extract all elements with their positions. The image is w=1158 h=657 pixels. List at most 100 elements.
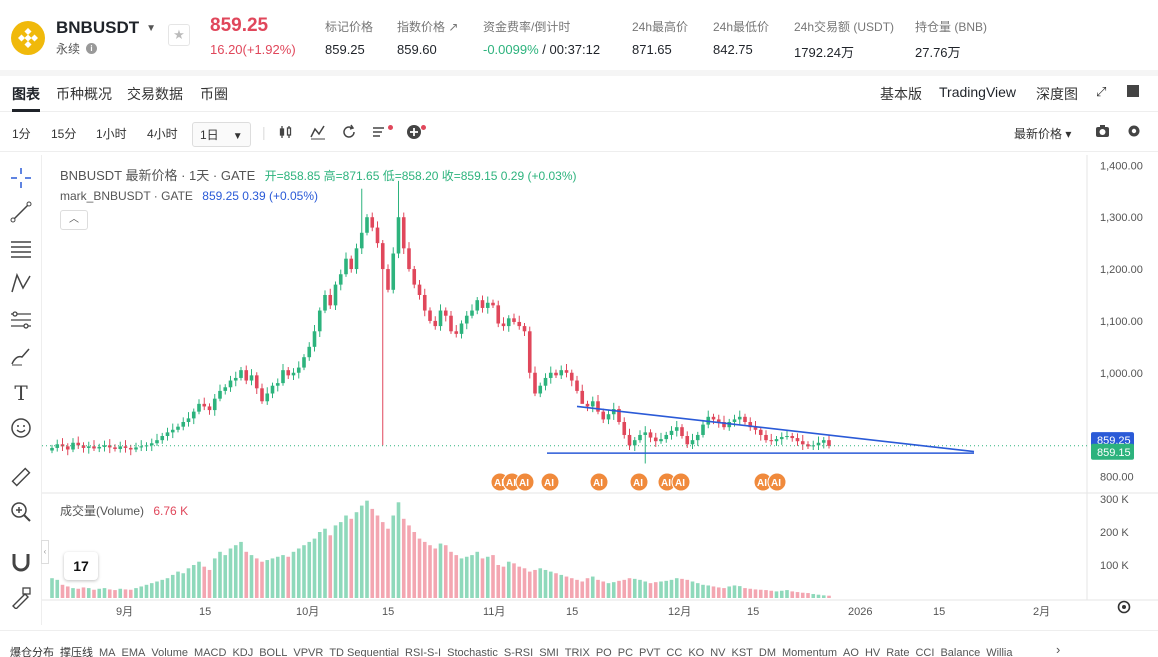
indicator-item[interactable]: Stochastic: [447, 647, 498, 657]
tradingview-logo-icon[interactable]: 17: [64, 552, 98, 580]
emoji-icon[interactable]: [9, 417, 33, 441]
horizontal-lines-icon[interactable]: [9, 237, 33, 261]
indicator-item[interactable]: KDJ: [232, 647, 254, 657]
expand-icon[interactable]: ⤢: [1096, 84, 1107, 99]
refresh-icon[interactable]: [341, 124, 357, 143]
candle: [291, 372, 296, 376]
indicator-item[interactable]: MACD: [194, 647, 227, 657]
timeframe-1h[interactable]: 1小时: [96, 127, 127, 141]
indicator-item[interactable]: S-RSI: [503, 647, 534, 657]
stat-label: 资金费率/倒计时: [483, 20, 571, 34]
templates-icon[interactable]: [372, 124, 388, 143]
tab-tradingview[interactable]: TradingView: [939, 84, 1017, 100]
candle: [391, 253, 396, 290]
indicator-item[interactable]: BOLL: [259, 647, 288, 657]
indicator-item[interactable]: EMA: [121, 647, 146, 657]
candle-style-icon[interactable]: [278, 124, 294, 143]
text-tool-icon[interactable]: T: [14, 381, 28, 405]
indicator-item[interactable]: DM: [758, 647, 777, 657]
indicator-item[interactable]: 撑压线: [60, 647, 93, 657]
stat-index-price[interactable]: 指数价格 ↗ 859.60: [397, 18, 458, 57]
tab-crypto-circle[interactable]: 币圈: [200, 86, 228, 102]
timeframe-1m[interactable]: 1分: [12, 127, 31, 141]
indicator-item[interactable]: Willia: [986, 647, 1013, 657]
indicator-item[interactable]: AO: [843, 647, 859, 657]
fullscreen-icon[interactable]: [1127, 85, 1139, 97]
indicator-item[interactable]: PC: [617, 647, 634, 657]
candle: [344, 258, 348, 275]
brush-icon[interactable]: [9, 345, 33, 369]
candle: [123, 446, 128, 448]
candle: [207, 406, 212, 411]
indicator-item[interactable]: Momentum: [782, 647, 838, 657]
indicator-item[interactable]: Rate: [886, 647, 910, 657]
crosshair-icon[interactable]: [9, 167, 33, 191]
candle: [459, 323, 464, 334]
indicator-item[interactable]: PO: [595, 647, 612, 657]
favorite-star-icon[interactable]: ★: [168, 24, 190, 46]
volume-bar: [260, 561, 264, 598]
collapse-legend-icon[interactable]: ︿: [60, 210, 88, 230]
info-icon[interactable]: i: [86, 43, 98, 54]
indicator-item[interactable]: RSI-S-I: [405, 647, 442, 657]
tab-trading-data[interactable]: 交易数据: [127, 86, 183, 102]
indicator-item[interactable]: TRIX: [564, 647, 590, 657]
indicator-item[interactable]: PVT: [639, 647, 661, 657]
candle: [202, 403, 207, 407]
settings-gear-icon[interactable]: [1127, 124, 1141, 141]
lock-drawings-icon[interactable]: [9, 587, 33, 611]
tab-basic[interactable]: 基本版: [880, 86, 922, 102]
symbol-selector[interactable]: BNBUSDT ▼: [56, 18, 156, 38]
indicator-item[interactable]: CC: [666, 647, 683, 657]
candle: [401, 217, 406, 249]
volume-bar: [580, 581, 585, 598]
camera-icon[interactable]: [1095, 124, 1110, 141]
price-chart[interactable]: 1,400.00 1,300.00 1,200.00 1,100.00 1,000.00…: [42, 155, 1158, 625]
trend-line-icon[interactable]: [9, 201, 33, 225]
pane-collapse-icon[interactable]: ‹: [41, 540, 49, 564]
timeframe-1d[interactable]: 1日 ▼: [192, 122, 251, 147]
scale-settings-icon[interactable]: [1117, 600, 1131, 617]
candle: [690, 440, 695, 445]
tab-coin-overview[interactable]: 币种概况: [56, 86, 112, 102]
candle: [338, 274, 343, 285]
indicator-item[interactable]: KO: [688, 647, 705, 657]
y-tick-label: 1,300.00: [1100, 212, 1143, 224]
candle: [821, 440, 826, 443]
indicator-item[interactable]: TD Sequential: [329, 647, 400, 657]
fib-tool-icon[interactable]: [9, 309, 33, 333]
indicator-item[interactable]: Volume: [151, 647, 189, 657]
indicator-item[interactable]: KST: [731, 647, 753, 657]
stat-24h-turnover: 24h交易额 (USDT) 1792.24万: [794, 18, 894, 61]
magnet-icon[interactable]: [9, 551, 33, 575]
candle: [155, 440, 159, 444]
add-indicator-icon[interactable]: [406, 124, 422, 143]
indicators-icon[interactable]: [310, 124, 326, 143]
chevron-right-icon[interactable]: ›: [1056, 642, 1061, 657]
candle: [454, 331, 459, 334]
tab-chart[interactable]: 图表: [12, 86, 40, 112]
indicator-item[interactable]: HV: [864, 647, 881, 657]
volume-bar: [212, 558, 217, 598]
indicator-item[interactable]: SMI: [539, 647, 559, 657]
volume-bar: [653, 582, 658, 598]
ruler-icon[interactable]: [9, 466, 33, 490]
indicator-item[interactable]: 爆仓分布: [10, 647, 54, 657]
tab-depth[interactable]: 深度图: [1036, 86, 1078, 102]
volume-bar: [569, 578, 574, 598]
pattern-tool-icon[interactable]: [9, 272, 33, 296]
indicator-item[interactable]: VPVR: [293, 647, 324, 657]
volume-bar: [785, 590, 789, 598]
price-mode-select[interactable]: 最新价格 ▾: [1014, 127, 1072, 141]
volume-bar: [244, 551, 249, 598]
indicator-item[interactable]: CCI: [915, 647, 935, 657]
indicator-item[interactable]: NV: [710, 647, 726, 657]
candle: [659, 439, 663, 442]
candle: [438, 310, 443, 327]
zoom-in-icon[interactable]: [9, 501, 33, 525]
volume-bar: [165, 578, 170, 598]
timeframe-4h[interactable]: 4小时: [147, 127, 178, 141]
timeframe-15m[interactable]: 15分: [51, 127, 77, 141]
indicator-item[interactable]: Balance: [940, 647, 981, 657]
indicator-item[interactable]: MA: [99, 647, 116, 657]
